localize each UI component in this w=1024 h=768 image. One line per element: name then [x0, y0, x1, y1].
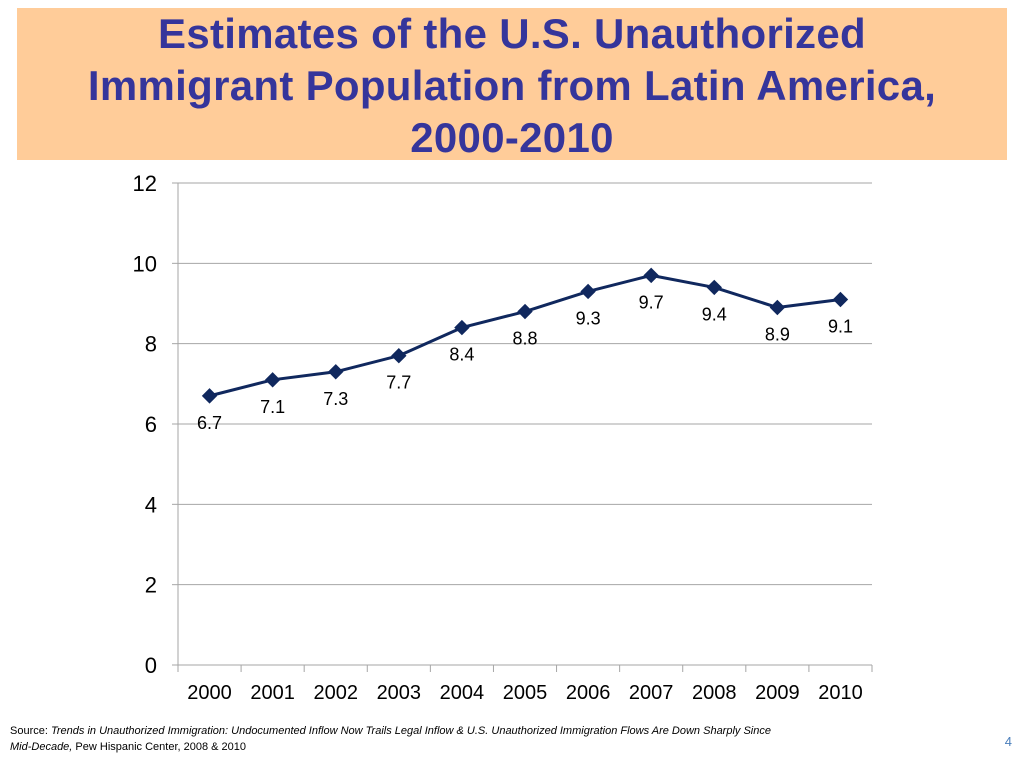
y-tick-label: 12	[133, 171, 157, 196]
x-tick-label: 2007	[629, 682, 674, 704]
y-tick-label: 10	[133, 251, 157, 276]
x-tick-label: 2003	[377, 682, 422, 704]
x-tick-label: 2001	[250, 682, 295, 704]
y-tick-label: 4	[145, 492, 157, 517]
data-point-marker	[769, 299, 786, 316]
source-label: Source:	[10, 725, 48, 737]
source-publisher: Pew Hispanic Center, 2008 & 2010	[75, 741, 247, 753]
data-label: 8.4	[449, 345, 474, 365]
data-point-marker	[517, 303, 533, 320]
data-point-marker	[580, 283, 596, 300]
data-point-marker	[832, 291, 849, 308]
data-label: 8.8	[512, 329, 537, 349]
page-number: 4	[1004, 734, 1012, 749]
x-tick-label: 2008	[692, 682, 737, 704]
x-tick-label: 2006	[566, 682, 611, 704]
y-tick-label: 6	[145, 412, 157, 437]
source-title: Trends in Unauthorized Immigration: Undo…	[50, 725, 771, 737]
data-point-marker	[264, 372, 281, 388]
data-label: 7.7	[386, 373, 411, 393]
data-point-marker	[643, 267, 659, 284]
data-label: 8.9	[765, 325, 790, 345]
data-point-marker	[328, 364, 344, 380]
slide-title-line-1: Estimates of the U.S. Unauthorized	[158, 10, 866, 57]
source-line-2: Mid-Decade, Pew Hispanic Center, 2008 & …	[10, 739, 771, 755]
x-tick-label: 2005	[503, 682, 548, 704]
data-label: 9.7	[639, 292, 664, 312]
y-tick-label: 0	[145, 653, 157, 678]
source-title-continued: Mid-Decade,	[10, 741, 73, 753]
title-banner: Estimates of the U.S. Unauthorized Immig…	[17, 8, 1007, 161]
y-tick-label: 8	[145, 332, 157, 357]
x-tick-label: 2000	[187, 682, 232, 704]
data-point-marker	[706, 279, 722, 296]
slide-title-line-2: Immigrant Population from Latin America,	[87, 62, 937, 109]
slide-title-line-3: 2000-2010	[410, 114, 614, 161]
data-label: 6.7	[197, 413, 222, 433]
data-label: 7.3	[323, 389, 348, 409]
x-tick-label: 2002	[313, 682, 358, 704]
x-tick-label: 2009	[755, 682, 800, 704]
y-tick-label: 2	[145, 573, 157, 598]
data-label: 9.4	[702, 304, 727, 324]
data-label: 7.1	[260, 397, 285, 417]
x-tick-label: 2004	[440, 682, 485, 704]
data-point-marker	[391, 348, 407, 364]
data-label: 9.1	[828, 316, 853, 336]
source-note: Source: Trends in Unauthorized Immigrati…	[10, 723, 771, 755]
x-tick-label: 2010	[818, 682, 863, 704]
data-point-marker	[201, 388, 218, 404]
data-point-marker	[454, 319, 470, 336]
data-label: 9.3	[576, 308, 601, 328]
source-line-1: Source: Trends in Unauthorized Immigrati…	[10, 723, 771, 739]
